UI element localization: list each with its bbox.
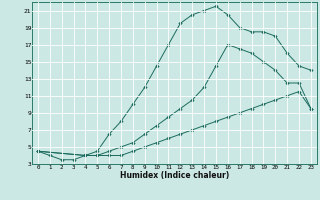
X-axis label: Humidex (Indice chaleur): Humidex (Indice chaleur) — [120, 171, 229, 180]
